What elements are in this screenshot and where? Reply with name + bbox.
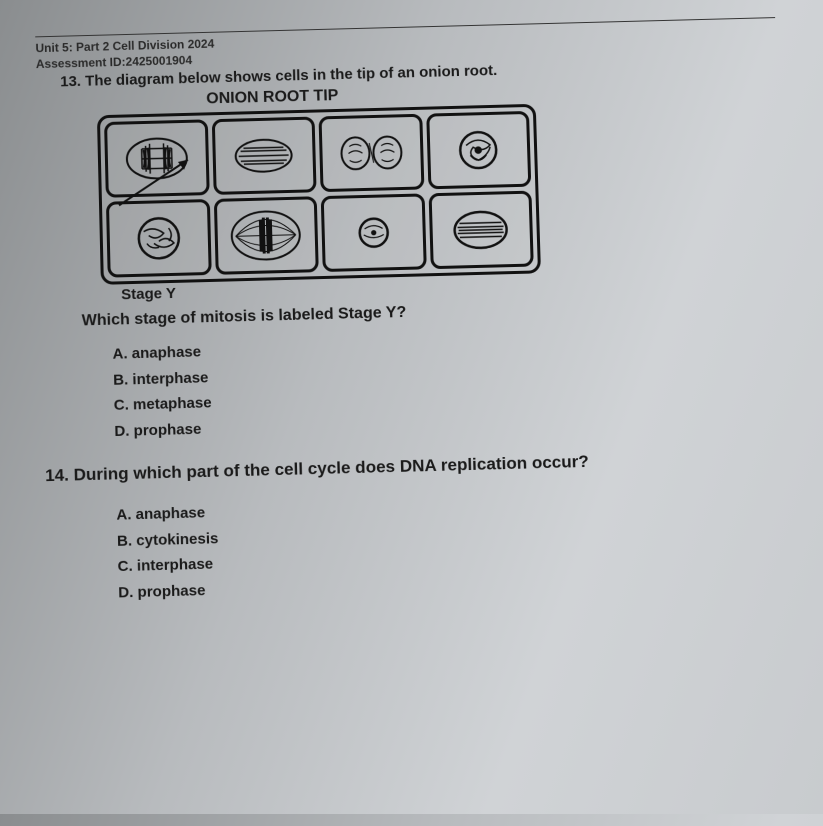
grid-row-1 (104, 111, 531, 198)
cell-prophase (106, 199, 211, 278)
cell-small-nucleus (321, 194, 427, 273)
q13-options: A. anaphase B. interphase C. metaphase D… (112, 324, 789, 444)
cell-anaphase (104, 120, 209, 198)
q14-options: A. anaphase B. cytokinesis C. interphase… (116, 485, 795, 606)
q14-prompt: 14. During which part of the cell cycle … (45, 447, 791, 487)
cell-elongated (428, 191, 534, 270)
q14-number: 14. (45, 466, 69, 486)
q14-text: During which part of the cell cycle does… (73, 452, 589, 485)
worksheet-page: Unit 5: Part 2 Cell Division 2024 Assess… (0, 0, 823, 826)
onion-diagram (97, 104, 541, 285)
grid-row-2 (106, 191, 534, 278)
cell-two-nuclei (211, 117, 316, 195)
cell-interphase-1 (426, 111, 532, 189)
cell-grid (97, 104, 541, 285)
q13-number: 13. (60, 73, 81, 90)
cell-telophase (319, 114, 424, 192)
cell-metaphase-stage-y (213, 196, 318, 275)
